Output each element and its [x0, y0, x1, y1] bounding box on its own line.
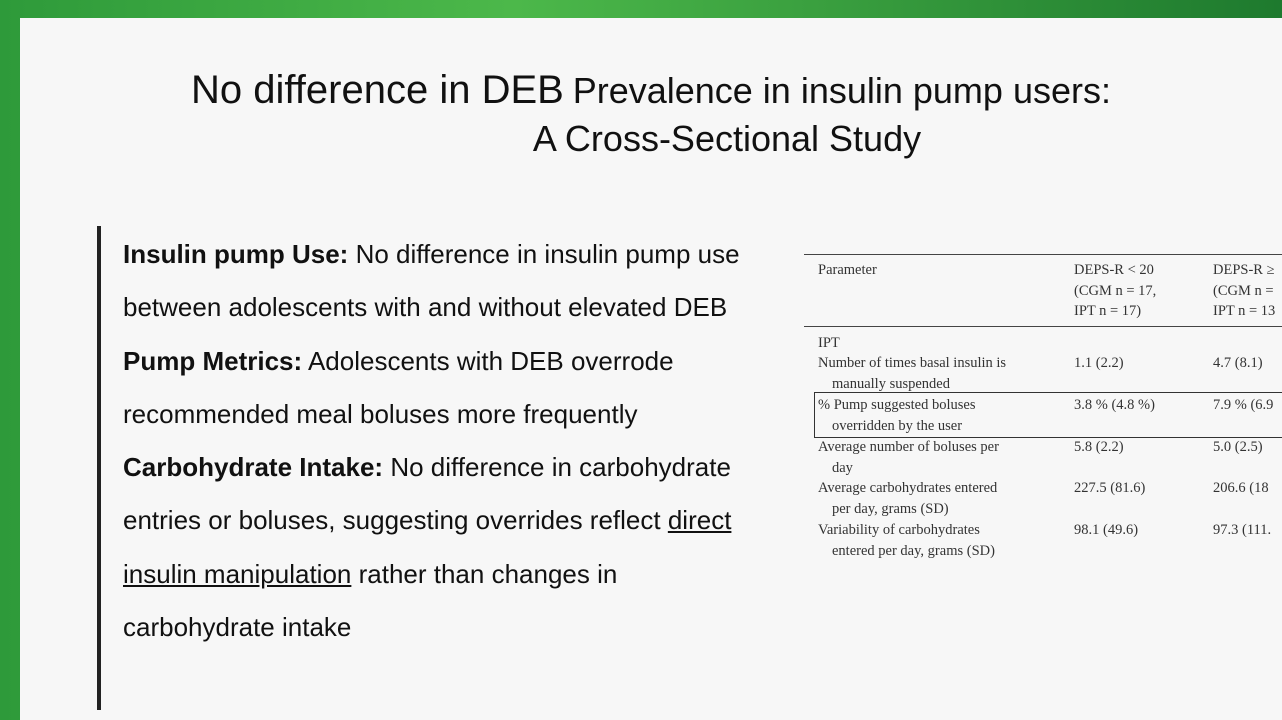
bullet-label: Insulin pump Use: [123, 239, 349, 269]
cell: 1.1 (2.2) [1074, 355, 1124, 371]
cell: 97.3 (111. [1213, 522, 1272, 538]
highlight-box [814, 392, 1282, 438]
section-label: IPT [818, 335, 840, 351]
bullet: Pump Metrics: Adolescents with DEB overr… [123, 335, 773, 442]
bullet: Insulin pump Use: No difference in insul… [123, 228, 773, 335]
row-label: overridden by the user [832, 417, 963, 434]
bullet-text: No difference in carbohydrate entries or… [123, 452, 731, 536]
header-cell: (CGM n = 17, [1074, 282, 1157, 299]
accent-bar [97, 226, 101, 710]
slide: No difference in DEB Prevalence in insul… [20, 18, 1282, 720]
bullet-label: Pump Metrics: [123, 345, 303, 376]
cell: 4.7 (8.1) [1213, 355, 1263, 371]
row-label: Number of times basal insulin is [818, 355, 1007, 371]
cell: 98.1 (49.6) [1074, 522, 1139, 538]
cell: 5.8 (2.2) [1074, 439, 1124, 455]
header-cell: IPT n = 17) [1074, 303, 1142, 319]
cell: 206.6 (18 [1213, 480, 1269, 496]
header-cell: DEPS-R < 20 [1074, 262, 1154, 278]
bullet-text: Adolescents with DEB overrode recommende… [123, 345, 674, 429]
bullet-text: rather than changes in carbohydrate inta… [123, 558, 618, 643]
cell: 3.8 % (4.8 %) [1074, 397, 1155, 413]
row-label: Variability of carbohydrates [818, 522, 980, 538]
rule [804, 254, 1282, 255]
title-line2: A Cross-Sectional Study [532, 118, 922, 159]
title-rest: Prevalence in insulin pump users: [572, 70, 1111, 111]
row-label: Average carbohydrates entered [818, 480, 998, 496]
bullet-underlined: direct insulin manipulation [123, 505, 732, 589]
header-cell: DEPS-R ≥ [1213, 262, 1275, 278]
cell: 5.0 (2.5) [1213, 439, 1263, 455]
row-label: % Pump suggested boluses [818, 397, 976, 413]
table: Parameter DEPS-R < 20 (CGM n = 17, IPT n = … [804, 254, 1282, 574]
bullets: Insulin pump Use: No difference in insul… [123, 228, 773, 654]
rule [804, 326, 1282, 327]
title-emphasis: No difference in DEB [191, 68, 564, 112]
title: No difference in DEB Prevalence in insul… [20, 68, 1282, 113]
row-label: Average number of boluses per [818, 439, 999, 455]
header-cell: IPT n = 13 [1213, 303, 1276, 319]
cell: 227.5 (81.6) [1074, 480, 1146, 496]
header-cell: (CGM n = [1213, 282, 1274, 299]
bullet: Carbohydrate Intake: No difference in ca… [123, 441, 773, 654]
row-label: manually suspended [832, 375, 950, 392]
bullet-text: No difference in insulin pump use betwee… [123, 239, 740, 323]
row-label: day [832, 459, 853, 476]
header-cell: Parameter [818, 262, 877, 278]
bullet-label: Carbohydrate Intake: [123, 452, 384, 483]
row-label: per day, grams (SD) [832, 500, 949, 517]
cell: 7.9 % (6.9 [1213, 397, 1274, 413]
row-label: entered per day, grams (SD) [832, 542, 995, 559]
